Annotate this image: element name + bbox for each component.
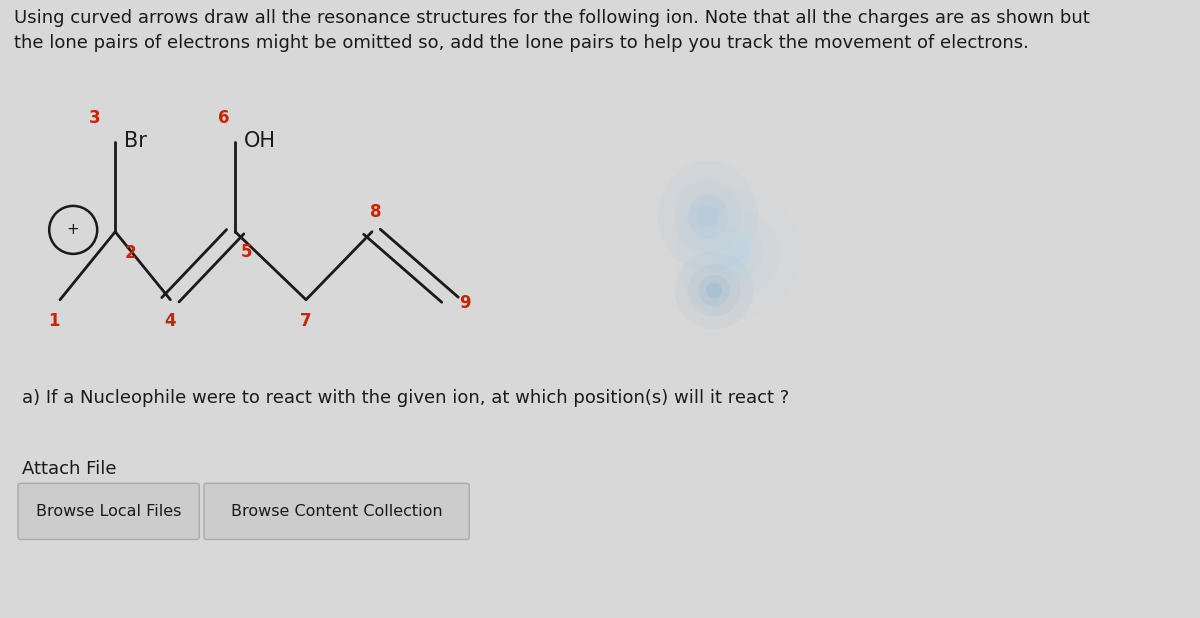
Text: 3: 3	[89, 109, 101, 127]
Text: 9: 9	[460, 294, 472, 312]
Ellipse shape	[674, 252, 754, 329]
Ellipse shape	[698, 205, 718, 227]
Text: Br: Br	[124, 131, 146, 151]
Ellipse shape	[713, 227, 763, 279]
Text: Attach File: Attach File	[22, 460, 116, 478]
Text: Using curved arrows draw all the resonance structures for the following ion. Not: Using curved arrows draw all the resonan…	[14, 9, 1090, 27]
FancyBboxPatch shape	[18, 483, 199, 540]
Text: Browse Content Collection: Browse Content Collection	[230, 504, 443, 519]
Text: 2: 2	[125, 244, 137, 262]
Text: OH: OH	[244, 131, 276, 151]
Text: 6: 6	[217, 109, 229, 127]
Ellipse shape	[688, 194, 728, 239]
Ellipse shape	[706, 282, 722, 298]
Text: the lone pairs of electrons might be omitted so, add the lone pairs to help you : the lone pairs of electrons might be omi…	[14, 34, 1030, 52]
Ellipse shape	[674, 188, 802, 318]
Text: 7: 7	[300, 312, 312, 330]
Text: 5: 5	[241, 243, 253, 261]
Text: a) If a Nucleophile were to react with the given ion, at which position(s) will : a) If a Nucleophile were to react with t…	[22, 389, 788, 407]
FancyBboxPatch shape	[204, 483, 469, 540]
Ellipse shape	[674, 179, 742, 253]
Ellipse shape	[725, 240, 751, 266]
Text: 8: 8	[370, 203, 382, 221]
Ellipse shape	[696, 210, 780, 297]
Text: 4: 4	[164, 312, 176, 330]
Text: 1: 1	[48, 312, 60, 330]
Ellipse shape	[688, 265, 740, 316]
Ellipse shape	[698, 275, 730, 306]
Text: Browse Local Files: Browse Local Files	[36, 504, 181, 519]
Ellipse shape	[658, 161, 758, 272]
Text: +: +	[67, 222, 79, 237]
